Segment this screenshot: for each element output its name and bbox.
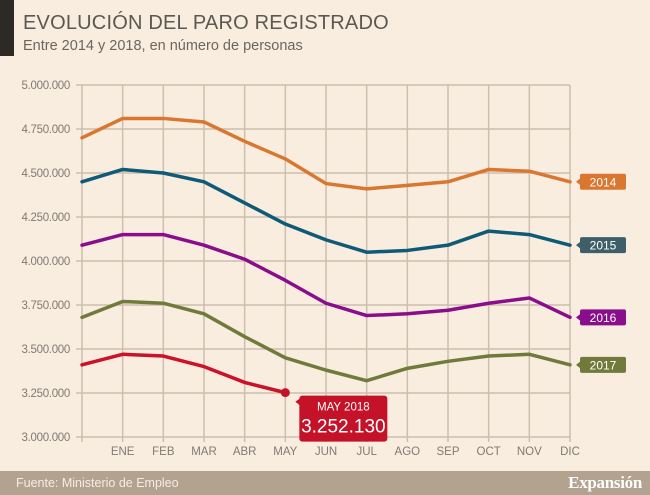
legend-label-2014: 2014 bbox=[590, 175, 617, 189]
x-tick-label: JUN bbox=[315, 446, 337, 458]
annotation-label: MAY 2018 bbox=[317, 402, 370, 414]
legend-label-box-2017 bbox=[580, 356, 626, 373]
legend-label-pointer-2015 bbox=[576, 241, 581, 250]
y-tick-label: 3.750.000 bbox=[22, 300, 70, 312]
brand-logo: Expansión bbox=[568, 473, 642, 492]
series-line-2018 bbox=[80, 352, 288, 395]
series-line-2015 bbox=[80, 167, 572, 254]
y-tick-label: 3.500.000 bbox=[22, 344, 70, 356]
x-tick-label: DIC bbox=[560, 446, 580, 458]
legend-label-pointer-2016 bbox=[576, 313, 581, 322]
legend-label-2016: 2016 bbox=[590, 311, 617, 325]
y-tick-label: 4.500.000 bbox=[22, 168, 70, 180]
x-tick-label: MAY bbox=[273, 446, 297, 458]
x-tick-label: ABR bbox=[233, 446, 257, 458]
series-line-2017 bbox=[80, 299, 572, 383]
legend-label-box-2016 bbox=[580, 309, 626, 326]
annotation-value: 3.252.130 bbox=[301, 417, 386, 438]
footer-bar: Fuente: Ministerio de Empleo Expansión bbox=[0, 471, 650, 495]
x-tick-label: FEB bbox=[152, 446, 175, 458]
chart-title: EVOLUCIÓN DEL PARO REGISTRADO bbox=[23, 12, 389, 34]
x-tick-label: NOV bbox=[517, 446, 542, 458]
x-tick-label: OCT bbox=[477, 446, 501, 458]
y-tick-label: 3.000.000 bbox=[22, 432, 70, 444]
legend-label-pointer-2014 bbox=[576, 177, 581, 186]
legend-label-box-2015 bbox=[580, 237, 626, 254]
legend-label-box-2014 bbox=[580, 173, 626, 190]
y-tick-label: 3.250.000 bbox=[22, 388, 70, 400]
y-tick-label: 4.000.000 bbox=[22, 256, 70, 268]
series-line-2014 bbox=[80, 116, 572, 191]
annotation-box bbox=[299, 395, 388, 442]
line-chart: 3.000.000 3.250.000 3.500.000 3.750.000 4.00… bbox=[22, 80, 626, 458]
y-tick-label: 4.750.000 bbox=[22, 124, 70, 136]
legend-label-2017: 2017 bbox=[590, 358, 617, 372]
x-tick-label: JUL bbox=[356, 446, 377, 458]
y-tick-label: 4.250.000 bbox=[22, 212, 70, 224]
x-tick-label: AGO bbox=[395, 446, 421, 458]
annotation-point-marker bbox=[280, 388, 290, 398]
source-text: Fuente: Ministerio de Empleo bbox=[16, 476, 179, 490]
title-accent-bar bbox=[0, 0, 14, 56]
x-tick-label: SEP bbox=[436, 446, 459, 458]
legend-label-2015: 2015 bbox=[590, 239, 617, 253]
x-tick-label: MAR bbox=[191, 446, 217, 458]
legend-label-pointer-2017 bbox=[576, 360, 581, 369]
x-tick-label: ENE bbox=[111, 446, 135, 458]
series-line-2016 bbox=[80, 232, 572, 320]
y-tick-label: 5.000.000 bbox=[22, 80, 70, 92]
chart-subtitle: Entre 2014 y 2018, en número de personas bbox=[23, 38, 303, 54]
